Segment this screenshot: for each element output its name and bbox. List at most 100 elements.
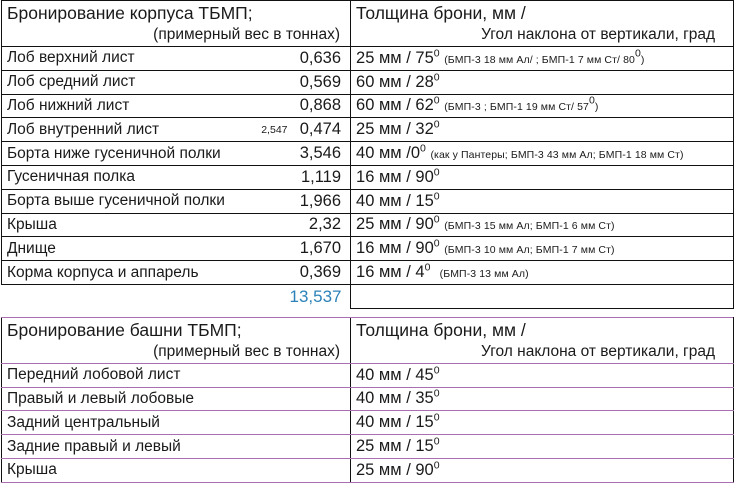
- armor-spec: 25 мм / 32: [356, 120, 434, 139]
- row-note: 2,547: [229, 117, 290, 143]
- armor-spec: 16 мм / 90: [356, 167, 434, 186]
- turret-header-subtitle: (примерный вес в тоннах): [153, 342, 340, 360]
- degree-symbol: 0: [420, 142, 426, 155]
- armor-spec: 25 мм / 90: [356, 460, 434, 479]
- row-armor: 16 мм / 900 (БМП-3 10 мм Ал; БМП-1 7 мм …: [350, 236, 734, 262]
- row-armor: 25 мм / 750 (БМП-3 18 мм Ал/ ; БМП-1 7 м…: [350, 46, 734, 71]
- armor-note: (БМП-3 15 мм Ал; БМП-1 6 мм Ст): [444, 220, 615, 233]
- row-name: Днище: [1, 236, 230, 262]
- row-name: Правый и левый лобовые: [1, 386, 351, 412]
- armor-spec: 40 мм / 45: [356, 365, 434, 384]
- hull-header-armor-title: Толщина брони, мм /: [356, 3, 526, 23]
- row-note: [229, 188, 290, 214]
- armor-note: (БМП-3 18 мм Ал/ ; БМП-1 7 мм Ст/ 80: [444, 53, 635, 66]
- row-mass: 1,670: [289, 236, 351, 262]
- armor-spec: 60 мм / 28: [356, 72, 434, 91]
- table-row: Корма корпуса и аппарель 0,369 16 мм / 4…: [1, 260, 734, 285]
- row-armor: 25 мм / 150: [350, 434, 734, 459]
- row-mass: 0,369: [289, 260, 351, 285]
- row-name: Борта ниже гусеничной полки: [1, 141, 230, 166]
- degree-symbol: 0: [433, 459, 440, 472]
- armor-spec: 40 мм / 35: [356, 389, 434, 408]
- row-armor: 16 мм / 40 (БМП-3 13 мм Ал): [350, 260, 734, 285]
- armor-spec: 60 мм / 62: [356, 96, 434, 115]
- hull-header-title: Бронирование корпуса ТБМП;: [7, 3, 253, 23]
- row-name: Лоб нижний лист: [1, 93, 230, 119]
- row-note: [229, 69, 290, 95]
- hull-header-subtitle: (примерный вес в тоннах): [153, 26, 341, 43]
- table-row: Лоб внутренний лист 2,547 0,474 25 мм / …: [1, 117, 734, 143]
- row-armor: 40 мм / 350: [350, 386, 734, 412]
- row-name: Лоб верхний лист: [1, 46, 230, 71]
- degree-symbol: 0: [433, 47, 440, 60]
- degree-symbol: 0: [433, 166, 440, 179]
- turret-header-armor-subtitle: Угол наклона от вертикали, град: [481, 342, 715, 360]
- armor-note-degree: 0: [634, 47, 641, 60]
- table-row: Задний центральный 40 мм / 150: [1, 410, 734, 436]
- degree-symbol: 0: [433, 435, 440, 448]
- row-name: Передний лобовой лист: [1, 362, 351, 388]
- degree-symbol: 0: [433, 213, 440, 226]
- degree-symbol: 0: [433, 94, 440, 107]
- row-mass: 1,966: [289, 188, 351, 214]
- turret-header-row: Бронирование башни ТБМП; (примерный вес …: [1, 316, 734, 364]
- degree-symbol: 0: [433, 237, 440, 250]
- degree-symbol: 0: [433, 190, 440, 203]
- hull-header-left: Бронирование корпуса ТБМП; (примерный ве…: [0, 0, 351, 47]
- armor-spec: 25 мм / 90: [356, 215, 434, 234]
- row-name: Задние правый и левый: [1, 434, 351, 459]
- armor-note: (БМП-3 13 мм Ал): [439, 268, 529, 281]
- degree-symbol: 0: [433, 387, 440, 400]
- row-mass: 2,32: [289, 212, 351, 238]
- total-spacer-left: [2, 284, 230, 308]
- table-row: Задние правый и левый 25 мм / 150: [1, 434, 734, 459]
- hull-total-mass: 13,537: [289, 286, 342, 306]
- row-mass: 0,868: [289, 93, 351, 119]
- row-armor: 60 мм / 620 (БМП-3 ; БМП-1 19 мм Ст/ 570…: [350, 93, 734, 119]
- row-name: Лоб средний лист: [1, 69, 230, 95]
- row-note: [229, 93, 290, 119]
- row-note: [229, 236, 290, 262]
- armor-note-tail: ): [640, 53, 645, 66]
- turret-header-right: Толщина брони, мм / Угол наклона от верт…: [350, 316, 734, 364]
- table-gap: [0, 309, 734, 317]
- turret-header-title: Бронирование башни ТБМП;: [7, 319, 242, 340]
- row-note: [229, 141, 290, 166]
- row-name: Задний центральный: [1, 410, 351, 436]
- armor-note: (БМП-3 ; БМП-1 19 мм Ст/ 57: [444, 101, 589, 114]
- total-spacer-armor: [350, 284, 734, 309]
- table-row: Борта выше гусеничной полки 1,966 40 мм …: [1, 188, 734, 214]
- hull-header-row: Бронирование корпуса ТБМП; (примерный ве…: [0, 0, 734, 47]
- table-row: Лоб средний лист 0,569 60 мм / 280: [1, 69, 734, 95]
- turret-header-left: Бронирование башни ТБМП; (примерный вес …: [1, 316, 351, 364]
- armor-spec: 40 мм / 15: [356, 191, 434, 210]
- table-row: Гусеничная полка 1,119 16 мм / 900: [1, 164, 734, 190]
- degree-symbol: 0: [433, 411, 440, 424]
- row-name: Крыша: [1, 212, 230, 238]
- hull-header-right: Толщина брони, мм / Угол наклона от верт…: [350, 0, 734, 47]
- turret-armor-table: Бронирование башни ТБМП; (примерный вес …: [1, 316, 734, 483]
- degree-symbol: 0: [433, 118, 440, 131]
- row-armor: 60 мм / 280: [350, 69, 734, 95]
- armor-spec: 25 мм / 15: [356, 437, 434, 456]
- row-mass: 3,546: [289, 141, 351, 166]
- degree-symbol: 0: [433, 364, 440, 377]
- hull-header-armor-subtitle: Угол наклона от вертикали, град: [481, 26, 716, 43]
- armor-note: (БМП-3 10 мм Ал; БМП-1 7 мм Ст): [444, 244, 615, 257]
- degree-symbol: 0: [424, 261, 431, 274]
- total-spacer-note: [230, 284, 290, 308]
- armor-note-tail: ): [594, 101, 599, 114]
- table-row: Лоб нижний лист 0,868 60 мм / 620 (БМП-3…: [1, 93, 734, 119]
- table-row: Передний лобовой лист 40 мм / 450: [1, 362, 734, 388]
- row-name: Гусеничная полка: [1, 164, 230, 190]
- row-armor: 40 мм / 450: [350, 362, 734, 388]
- table-row: Крыша 2,32 25 мм / 900 (БМП-3 15 мм Ал; …: [1, 212, 734, 238]
- row-armor: 25 мм / 320: [350, 117, 734, 143]
- row-armor: 40 мм / 150: [350, 188, 734, 214]
- row-mass: 0,569: [289, 69, 351, 95]
- table-row: Правый и левый лобовые 40 мм / 350: [1, 386, 734, 412]
- table-row: Днище 1,670 16 мм / 900 (БМП-3 10 мм Ал;…: [1, 236, 734, 262]
- armor-spec: 16 мм / 4: [356, 263, 425, 282]
- turret-table-body: Бронирование башни ТБМП; (примерный вес …: [1, 316, 734, 483]
